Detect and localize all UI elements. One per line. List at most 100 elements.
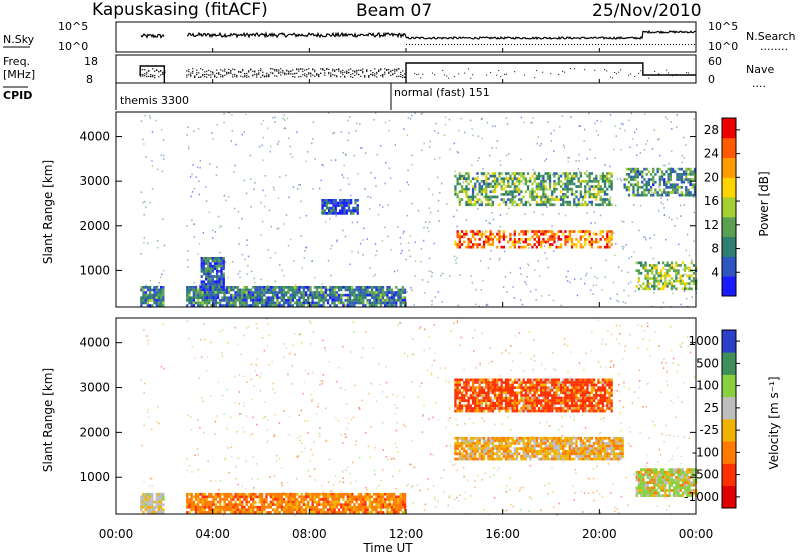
noise-line — [186, 29, 697, 40]
data-cell — [258, 288, 261, 292]
scatter-cell — [456, 424, 459, 426]
data-cell — [149, 495, 152, 499]
scatter-cell — [428, 418, 430, 420]
data-cell — [381, 288, 385, 292]
data-cell — [691, 193, 694, 197]
data-cell — [223, 511, 226, 514]
data-cell — [234, 503, 237, 506]
data-cell — [151, 495, 154, 499]
data-cell — [351, 495, 354, 499]
nave-dot — [252, 74, 254, 76]
data-cell — [247, 293, 250, 297]
data-cell — [648, 269, 652, 272]
data-cell — [194, 505, 198, 509]
scatter-cell — [377, 485, 380, 487]
scatter-cell — [603, 417, 605, 419]
scatter-cell — [591, 330, 593, 333]
data-cell — [208, 503, 211, 506]
data-cell — [291, 291, 294, 294]
data-cell — [203, 500, 206, 504]
data-cell — [635, 284, 638, 288]
nave-dot — [140, 73, 142, 75]
data-cell — [209, 272, 212, 276]
data-cell — [524, 230, 527, 233]
data-cell — [460, 198, 464, 201]
data-cell — [207, 280, 210, 284]
data-cell — [218, 264, 221, 268]
data-cell — [693, 191, 697, 194]
data-cell — [644, 266, 647, 270]
velocity-plot-bg — [116, 318, 696, 514]
data-cell — [570, 180, 574, 183]
data-cell — [522, 240, 525, 244]
data-cell — [311, 492, 314, 496]
data-cell — [659, 271, 663, 275]
data-cell — [682, 170, 686, 174]
data-cell — [566, 240, 569, 244]
data-cell — [342, 301, 345, 305]
nave-dot — [196, 72, 198, 74]
scatter-cell — [283, 127, 286, 130]
search-noise-dot — [511, 44, 512, 45]
data-cell — [664, 264, 667, 267]
scatter-cell — [482, 168, 484, 170]
scatter-cell — [532, 368, 534, 371]
scatter-cell — [225, 457, 227, 459]
data-cell — [568, 230, 571, 233]
data-cell — [200, 285, 203, 289]
scatter-cell — [662, 367, 665, 369]
search-noise-dot — [625, 44, 626, 45]
scatter-cell — [551, 225, 553, 227]
data-cell — [548, 203, 552, 207]
data-cell — [500, 185, 503, 188]
scatter-cell — [274, 413, 277, 416]
search-noise-dot — [619, 44, 620, 45]
data-cell — [146, 299, 150, 302]
data-cell — [326, 492, 330, 496]
data-cell — [350, 212, 353, 215]
data-cell — [274, 286, 277, 289]
data-cell — [677, 269, 680, 272]
data-cell — [296, 500, 299, 504]
data-cell — [209, 280, 212, 284]
data-cell — [223, 291, 226, 294]
data-cell — [657, 282, 660, 285]
data-cell — [546, 198, 549, 201]
nave-dot — [338, 68, 340, 70]
data-cell — [142, 293, 145, 297]
scatter-cell — [325, 439, 327, 442]
scatter-cell — [198, 284, 201, 287]
scatter-cell — [505, 117, 507, 119]
scatter-cell — [456, 496, 458, 499]
data-cell — [456, 177, 459, 181]
data-cell — [194, 511, 198, 514]
scatter-cell — [437, 500, 439, 503]
scatter-cell — [416, 484, 418, 487]
nave-dot — [330, 75, 332, 77]
search-noise-dot — [427, 44, 428, 45]
scatter-cell — [424, 503, 427, 506]
data-cell — [287, 508, 290, 512]
data-cell — [471, 177, 475, 181]
nave-dot — [242, 69, 244, 71]
data-cell — [146, 286, 150, 289]
scatter-cell — [187, 259, 189, 261]
data-cell — [157, 511, 161, 514]
scatter-cell — [481, 417, 483, 419]
data-cell — [668, 274, 671, 278]
data-cell — [315, 286, 319, 289]
nave-dot — [354, 71, 356, 73]
data-cell — [636, 183, 639, 187]
scatter-cell — [563, 146, 565, 149]
data-cell — [551, 243, 554, 246]
data-cell — [467, 187, 470, 191]
data-cell — [245, 495, 248, 499]
data-cell — [321, 212, 324, 215]
data-cell — [458, 203, 461, 207]
nave-dot — [380, 69, 382, 71]
data-cell — [342, 508, 345, 512]
y-tick-label: 3000 — [79, 174, 110, 188]
data-cell — [153, 291, 156, 294]
data-cell — [671, 191, 675, 194]
data-cell — [271, 288, 275, 292]
